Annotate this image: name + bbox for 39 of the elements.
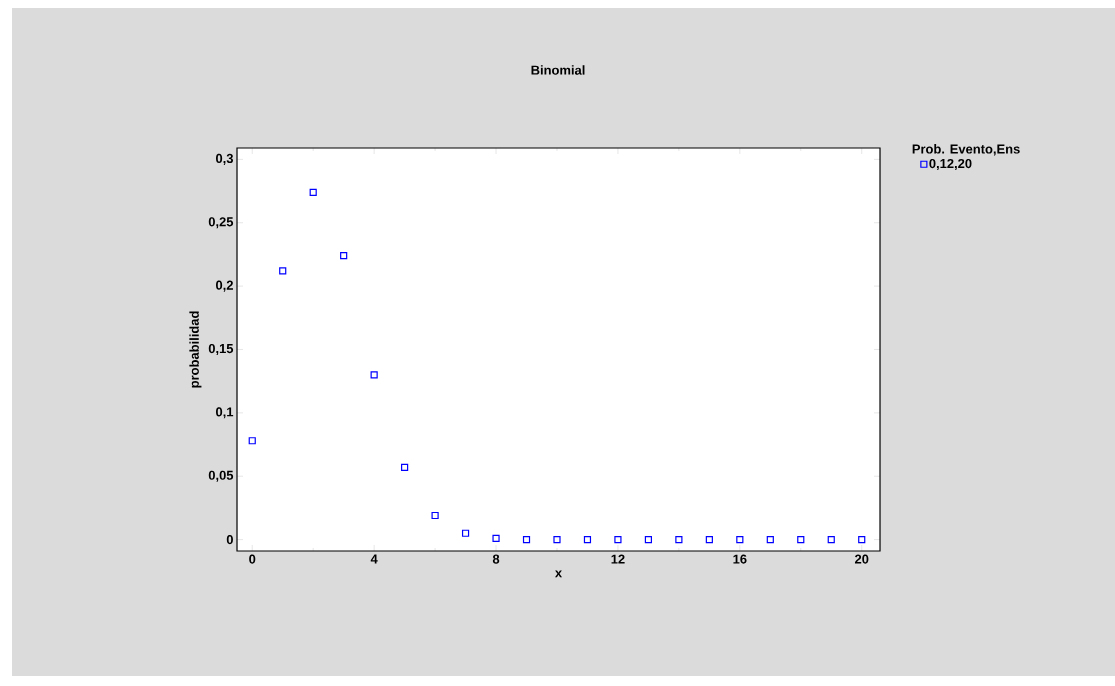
point [279, 267, 287, 275]
x-tick-label: 4 [370, 554, 378, 564]
point [827, 535, 835, 544]
legend-title: Prob. Evento,Ens [912, 144, 1020, 156]
y-tick-label: 0,15 [208, 343, 234, 355]
point [553, 535, 561, 544]
point [431, 511, 439, 520]
x-axis-title: x [555, 570, 563, 578]
point [461, 529, 470, 537]
y-tick-label: 0,2 [216, 280, 233, 292]
point [309, 188, 317, 196]
point [797, 535, 805, 544]
legend-label: 0,12,20 [929, 158, 972, 171]
x-tick-label: 12 [611, 554, 625, 564]
x-tick-label: 16 [733, 554, 747, 564]
y-axis-title: probabilidad [189, 311, 202, 388]
point [583, 535, 592, 544]
point [522, 535, 531, 544]
point [401, 463, 409, 471]
x-tick-label: 20 [854, 554, 869, 564]
point [858, 535, 866, 544]
y-tick-label: 0 [226, 534, 233, 545]
y-tick-label: 0,25 [208, 217, 234, 229]
y-tick-label: 0,05 [208, 470, 234, 482]
y-tick-label: 0,1 [216, 407, 234, 419]
point [766, 535, 774, 544]
point [248, 437, 256, 445]
x-tick-label: 8 [492, 554, 500, 564]
point [705, 535, 713, 544]
point [644, 535, 653, 544]
point [370, 371, 378, 379]
x-tick-label: 0 [249, 554, 256, 564]
chart-title: Binomial [531, 65, 585, 75]
y-tick-label: 0,3 [216, 153, 234, 165]
point [340, 252, 348, 260]
point [492, 534, 500, 542]
point [736, 535, 744, 544]
point [675, 535, 683, 544]
point [614, 535, 622, 544]
